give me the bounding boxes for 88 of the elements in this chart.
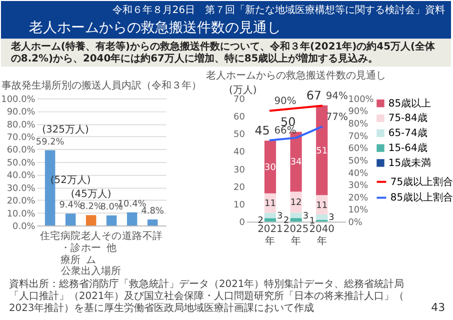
- data-label: 2: [284, 216, 290, 226]
- data-label: 34: [290, 158, 302, 168]
- text: 公衆出入場所: [61, 265, 122, 278]
- data-label: 94%: [326, 90, 348, 102]
- data-label: 66%: [274, 125, 296, 136]
- y-tick-label: 100.0%: [1, 94, 36, 105]
- legend-label: 85歳以上: [388, 97, 432, 110]
- y-tick-label: 70: [234, 94, 246, 105]
- bar: [264, 212, 276, 218]
- legend-label: 65-74歳: [388, 127, 428, 140]
- y2-tick-label: 60%: [348, 144, 368, 154]
- text: 老人ホームからの救急搬送件数の見通し: [28, 20, 281, 36]
- y2-tick-label: 20%: [348, 193, 368, 204]
- bar: [126, 212, 138, 226]
- y2-tick-label: 80%: [348, 120, 368, 130]
- annotation: (325万人): [42, 124, 89, 136]
- y2-tick-label: 100%: [348, 94, 374, 105]
- x-tick-label: 老人ホーム: [81, 230, 102, 266]
- y-tick-label: 80.0%: [6, 120, 36, 130]
- bar: [86, 215, 96, 226]
- y-tick-label: 60.0%: [6, 146, 36, 156]
- x-tick-label: その他: [102, 230, 122, 254]
- y2-tick-label: 0%: [348, 218, 362, 228]
- x-tick-label: 住宅: [40, 230, 60, 242]
- x-tick-label: 道路: [122, 230, 142, 242]
- bar: [65, 214, 76, 226]
- text: 43: [431, 300, 446, 314]
- y2-tick-label: 50%: [348, 156, 368, 166]
- legend-label: 75-84歳: [388, 112, 428, 124]
- data-label: 59.2%: [36, 137, 64, 148]
- annotation: (45万人): [70, 189, 112, 200]
- bar: [290, 218, 302, 222]
- legend-label: 15-64歳: [388, 142, 428, 154]
- text: 老人ホーム(特養、有老等)からの救急搬送件数について、令和３年(2021年)の約45万人(全体の8.2%)から、2040年には約67万人に増加、特に85歳以上が増加する見込み。: [10, 40, 436, 65]
- y-tick-label: 0: [239, 218, 246, 228]
- y2-tick-label: 40%: [348, 168, 368, 179]
- bar: [106, 215, 117, 226]
- bar: [290, 192, 302, 213]
- y2-tick-label: 10%: [348, 206, 368, 216]
- y2-tick-label: 30%: [348, 181, 368, 192]
- x-tick-label: 病院・診療所: [60, 230, 81, 266]
- y-tick-label: 50: [234, 130, 246, 140]
- bar: [264, 218, 276, 222]
- data-label: 3: [328, 213, 334, 224]
- bar: [147, 219, 158, 226]
- y-tick-label: 10.0%: [6, 209, 36, 220]
- data-label: 4.8%: [141, 206, 164, 216]
- y-tick-label: 0.0%: [12, 222, 36, 232]
- legend-label: 85歳以上割合: [390, 192, 453, 204]
- data-label: 2: [258, 216, 264, 226]
- data-label: 3: [277, 211, 283, 222]
- bar: [264, 140, 276, 194]
- text: 資料出所：総務省消防庁「救急統計」データ（2021年）特別集計データ、総務省統計局「人口推計」（2021年）及び国立社会保障・人口問題研究所「日本の将来推計人口」（2023年推計）を基に厚生労働省医政局地域医療計画課において作成: [8, 278, 404, 314]
- y-tick-label: 60: [234, 112, 246, 122]
- y-axis-title: (万人): [228, 84, 257, 96]
- y-tick-label: 40.0%: [6, 171, 36, 182]
- y2-tick-label: 70%: [348, 132, 368, 142]
- total-label: 45: [254, 124, 270, 138]
- x-tick-label: 2025年: [283, 224, 309, 247]
- y-tick-label: 10: [234, 200, 246, 210]
- y-tick-label: 20.0%: [6, 196, 36, 207]
- x-tick-label: 2040年: [309, 224, 334, 247]
- chart-title: 老人ホームからの救急搬送件数の見通し: [206, 70, 386, 82]
- data-label: 3: [302, 211, 309, 222]
- y2-tick-label: 90%: [348, 107, 368, 118]
- y-tick-label: 70.0%: [6, 133, 36, 144]
- text: 令和６年８月26日 第７回「新たな地域医療構想等に関する検討会」資料: [112, 4, 446, 16]
- chart-title: 事故発生場所別の搬送人員内訳（令和３年）: [1, 79, 202, 92]
- bar: [290, 212, 302, 218]
- bar: [316, 105, 328, 196]
- data-label: 51: [316, 146, 328, 156]
- x-tick-label: 不詳: [142, 230, 163, 242]
- bar: [316, 214, 328, 220]
- data-label: 90%: [274, 96, 296, 107]
- y-tick-label: 30: [234, 165, 246, 176]
- y-tick-label: 90.0%: [6, 108, 36, 118]
- data-label: 30: [264, 163, 276, 174]
- x-tick-label: 2021年: [258, 224, 283, 247]
- y-tick-label: 30.0%: [6, 184, 36, 194]
- y-tick-label: 40: [234, 148, 246, 158]
- data-label: 11: [264, 199, 276, 210]
- data-label: 12: [290, 198, 302, 208]
- total-label: 67: [306, 88, 322, 102]
- legend-label: 75歳以上割合: [390, 176, 453, 188]
- y-tick-label: 20: [234, 182, 246, 193]
- data-label: 11: [316, 200, 328, 211]
- y-tick-label: 50.0%: [6, 158, 36, 168]
- legend-label: 15歳未満: [388, 156, 432, 169]
